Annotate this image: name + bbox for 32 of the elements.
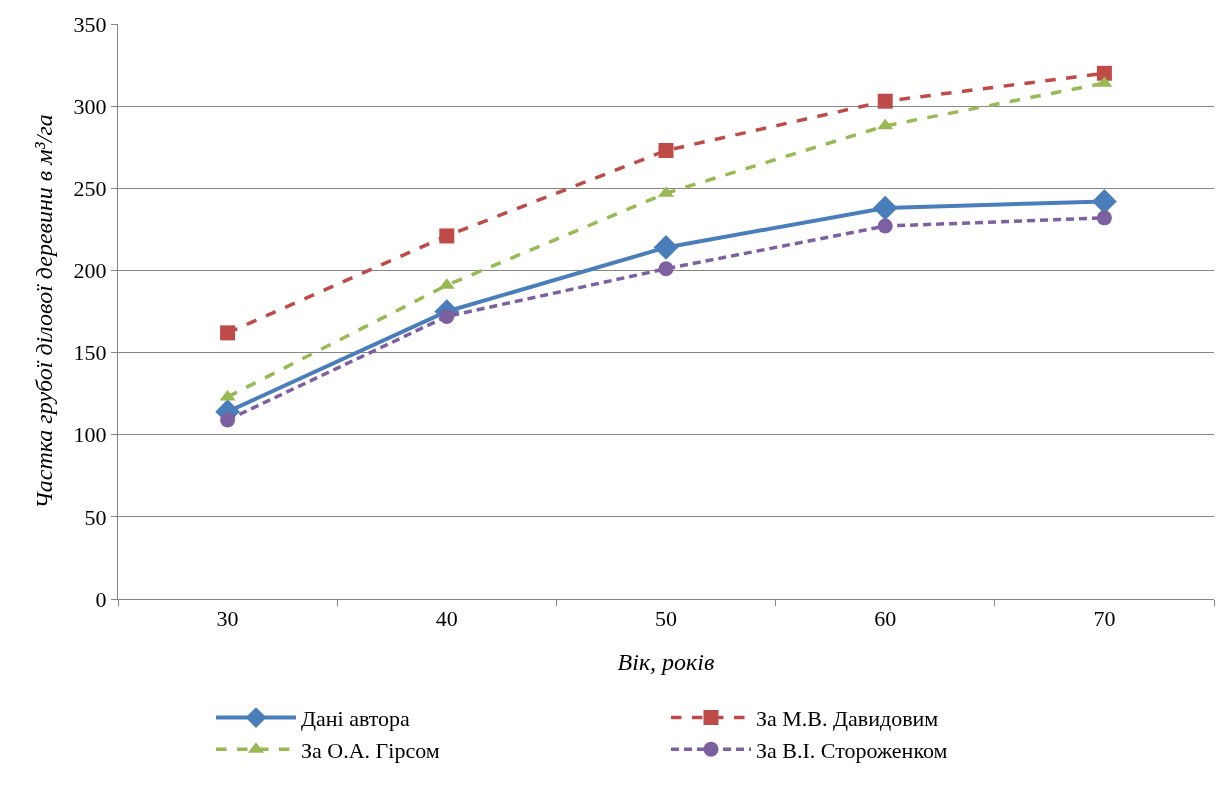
point bbox=[877, 218, 893, 234]
x-tick-label: 70 bbox=[1093, 606, 1116, 632]
y-tick-label: 200 bbox=[73, 258, 107, 284]
x-tick-label: 60 bbox=[874, 606, 897, 632]
x-tick-label: 30 bbox=[216, 606, 239, 632]
point bbox=[220, 412, 236, 428]
point bbox=[220, 325, 236, 341]
y-tick-label: 50 bbox=[84, 504, 107, 530]
y-tick-label: 350 bbox=[73, 11, 107, 37]
legend-label: Дані автора bbox=[301, 706, 411, 732]
point bbox=[653, 235, 679, 260]
y-tick-label: 300 bbox=[73, 93, 107, 119]
point bbox=[1092, 189, 1117, 214]
point bbox=[877, 118, 894, 130]
y-tick-label: 250 bbox=[73, 175, 107, 201]
y-axis-title: Частка грубої ділової деревини в м³/га bbox=[30, 114, 57, 509]
y-tick-label: 150 bbox=[73, 340, 107, 366]
legend-label: За М.В. Давидовим bbox=[756, 706, 939, 732]
point bbox=[658, 261, 674, 277]
point bbox=[872, 195, 898, 221]
point bbox=[658, 143, 674, 158]
point bbox=[877, 93, 893, 109]
legend-label: За В.І. Стороженком bbox=[756, 737, 948, 763]
point bbox=[1096, 65, 1112, 81]
x-tick-label: 50 bbox=[655, 606, 677, 632]
legend-label: За О.А. Гірсом bbox=[301, 737, 440, 763]
point bbox=[1096, 210, 1112, 226]
x-tick-label: 40 bbox=[435, 606, 458, 632]
y-tick-label: 0 bbox=[95, 586, 107, 612]
x-axis-title: Вік, років bbox=[617, 648, 715, 675]
y-tick-label: 100 bbox=[73, 422, 107, 448]
point bbox=[439, 228, 455, 244]
